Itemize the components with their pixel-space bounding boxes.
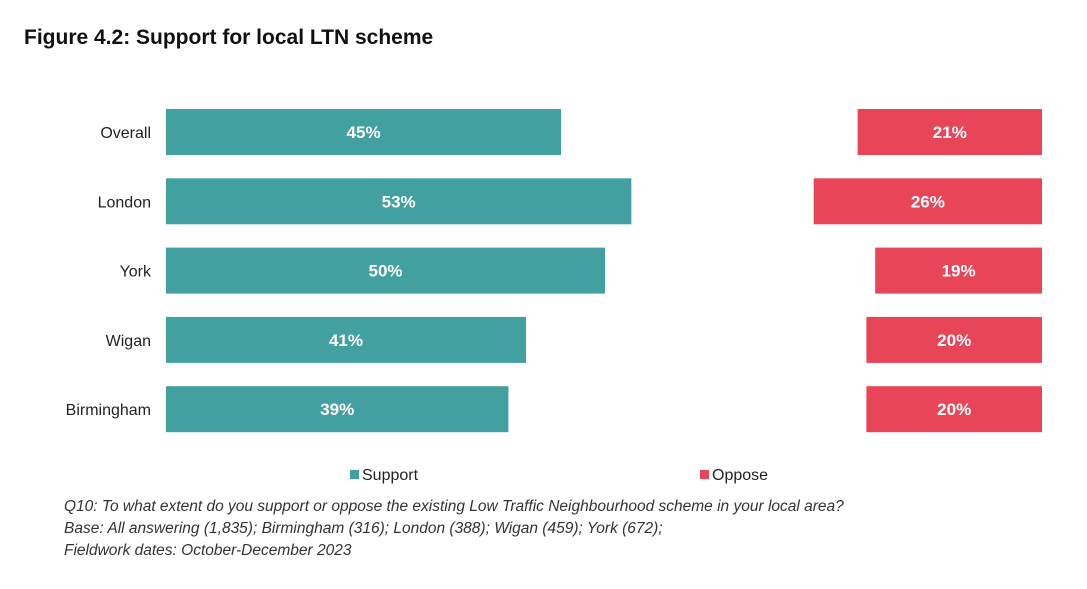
chart-canvas: Overall 45% 21% London 53% 26% York 50% 19% Wigan… — [66, 109, 1042, 484]
oppose-bar — [866, 316, 1042, 363]
footnote-fieldwork: Fieldwork dates: October-December 2023 — [64, 542, 352, 559]
category-label: London — [98, 194, 151, 211]
footnote-base: Base: All answering (1,835); Birmingham … — [64, 520, 663, 537]
category-label: York — [120, 264, 152, 281]
oppose-value-label: 21% — [933, 123, 967, 142]
oppose-bar — [866, 386, 1042, 433]
support-bar — [166, 386, 509, 433]
bars-group: Overall 45% 21% London 53% 26% York 50% 19% Wigan… — [66, 109, 1042, 433]
legend-oppose-label: Oppose — [712, 467, 768, 484]
support-value-label: 53% — [382, 192, 416, 211]
oppose-bar — [857, 109, 1042, 155]
oppose-value-label: 20% — [937, 331, 971, 350]
legend-support-label: Support — [362, 467, 419, 484]
support-bar — [166, 316, 526, 363]
oppose-value-label: 20% — [937, 400, 971, 419]
support-bar — [166, 109, 562, 155]
support-value-label: 41% — [329, 331, 363, 350]
support-value-label: 45% — [347, 123, 381, 142]
support-value-label: 50% — [368, 262, 402, 281]
chart-title: Figure 4.2: Support for local LTN scheme — [24, 26, 434, 49]
category-label: Overall — [100, 125, 151, 142]
footnote-question: Q10: To what extent do you support or op… — [64, 498, 844, 515]
category-label: Birmingham — [66, 402, 151, 419]
oppose-bar — [813, 178, 1042, 225]
footnotes: Q10: To what extent do you support or op… — [64, 496, 844, 562]
oppose-bar — [875, 247, 1042, 294]
support-bar — [166, 247, 605, 294]
legend: Support Oppose — [350, 467, 768, 484]
legend-oppose-swatch — [700, 470, 709, 479]
category-label: Wigan — [106, 333, 151, 350]
support-value-label: 39% — [320, 400, 354, 419]
oppose-value-label: 26% — [911, 192, 945, 211]
oppose-value-label: 19% — [942, 262, 976, 281]
support-bar — [166, 178, 632, 225]
legend-support-swatch — [350, 470, 359, 479]
